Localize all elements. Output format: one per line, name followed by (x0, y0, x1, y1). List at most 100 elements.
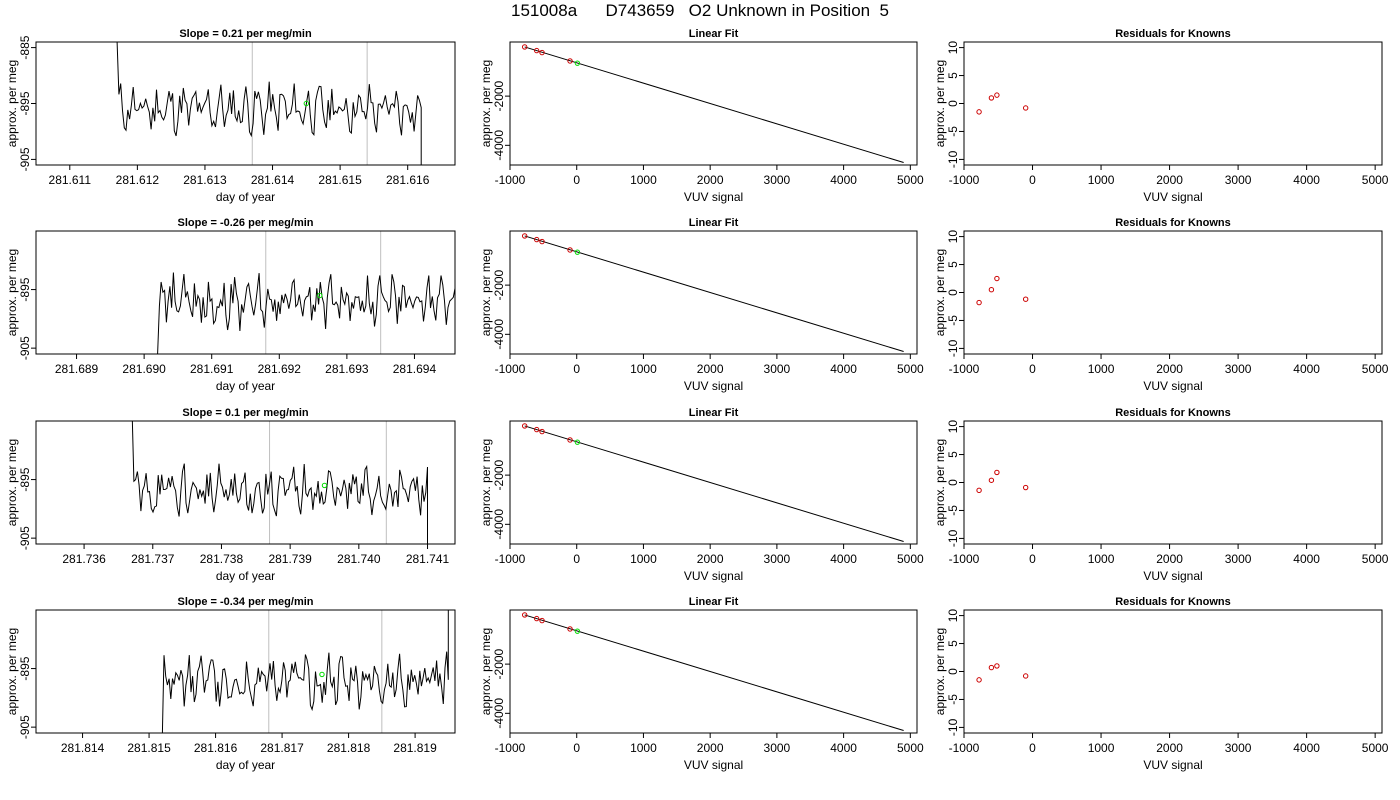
residual-point (976, 299, 982, 306)
y-tick-label: -895 (18, 656, 32, 680)
x-tick-label: 4000 (830, 552, 857, 566)
residual-point (976, 487, 982, 494)
x-tick-label: 5000 (1362, 552, 1389, 566)
x-axis-label: day of year (216, 379, 275, 393)
x-tick-label: 5000 (897, 173, 924, 187)
x-tick-label: 5000 (897, 552, 924, 566)
fit-line (524, 46, 904, 164)
plot-frame (509, 420, 918, 545)
y-tick-label: -895 (18, 277, 32, 301)
y-tick-label: -905 (18, 715, 32, 739)
known-point (521, 44, 528, 50)
y-tick-label: -4000 (492, 319, 506, 350)
residual-point (1022, 105, 1029, 111)
y-axis-label: approx. per meg (933, 628, 947, 715)
x-tick-label: 5000 (897, 741, 924, 755)
x-tick-label: 0 (573, 741, 580, 755)
signal-trace (131, 421, 428, 544)
plot-title: Linear Fit (689, 407, 739, 419)
x-tick-label: 3000 (764, 362, 791, 376)
known-point (521, 423, 528, 429)
x-axis-label: VUV signal (684, 758, 743, 772)
x-tick-label: 1000 (630, 173, 657, 187)
x-tick-label: 3000 (764, 741, 791, 755)
plot-title: Residuals for Knowns (1115, 596, 1231, 608)
plot-title: Residuals for Knowns (1115, 407, 1231, 419)
signal-trace (116, 42, 422, 165)
y-tick-label: 10 (946, 420, 960, 434)
known-point (521, 233, 528, 239)
residual-point (994, 92, 1000, 98)
y-tick-label: -2000 (492, 80, 506, 111)
plot-frame (963, 230, 1383, 355)
plot-frame (963, 609, 1383, 734)
unknown-marker (321, 482, 328, 489)
y-tick-label: -5 (946, 315, 960, 326)
known-point (533, 615, 540, 622)
plot-frame (509, 230, 918, 355)
known-point (539, 238, 545, 245)
x-axis-label: VUV signal (1143, 758, 1202, 772)
x-tick-label: -1000 (495, 173, 526, 187)
y-tick-label: 0 (946, 479, 960, 486)
x-tick-label: 281.692 (258, 362, 302, 376)
plot-title: Residuals for Knowns (1115, 28, 1231, 40)
x-tick-label: 1000 (1088, 173, 1115, 187)
y-tick-label: -895 (18, 91, 32, 115)
x-tick-label: 2000 (1156, 741, 1183, 755)
x-tick-label: 0 (573, 552, 580, 566)
plot-title: Residuals for Knowns (1115, 217, 1231, 229)
y-tick-label: 0 (946, 100, 960, 107)
residual-point (994, 275, 1000, 282)
x-tick-label: 1000 (1088, 552, 1115, 566)
x-axis-label: VUV signal (684, 569, 743, 583)
y-tick-label: -10 (946, 718, 960, 736)
plot-title: Slope = -0.34 per meg/min (177, 596, 313, 608)
x-tick-label: 3000 (1225, 173, 1252, 187)
x-tick-label: -1000 (949, 741, 980, 755)
y-axis-label: approx. per meg (479, 439, 493, 526)
known-point (539, 428, 545, 435)
panel-row3-scatter-3: Residuals for Knowns VUV signal approx. pe… (933, 407, 1389, 583)
x-tick-label: 281.616 (386, 173, 430, 187)
x-tick-label: -1000 (949, 173, 980, 187)
y-axis-label: approx. per meg (933, 249, 947, 336)
y-axis-label: approx. per meg (479, 249, 493, 336)
x-tick-label: 1000 (1088, 741, 1115, 755)
y-axis-label: approx. per meg (5, 439, 19, 526)
x-tick-label: 3000 (764, 552, 791, 566)
x-tick-label: 281.615 (318, 173, 362, 187)
y-tick-label: 0 (946, 289, 960, 296)
residual-point (1022, 673, 1029, 679)
plot-title: Linear Fit (689, 28, 739, 40)
plot-frame (963, 41, 1383, 166)
plot-title: Slope = -0.26 per meg/min (177, 217, 313, 229)
x-tick-label: 4000 (1293, 741, 1320, 755)
signal-trace (157, 231, 455, 354)
x-tick-label: 281.815 (127, 741, 171, 755)
plot-frame (35, 420, 456, 545)
known-point (567, 247, 573, 253)
y-tick-label: 10 (946, 609, 960, 623)
panel-row3-scatter-2: Linear Fit VUV signal approx. per meg -1000… (479, 407, 924, 583)
x-tick-label: -1000 (495, 362, 526, 376)
y-axis-label: approx. per meg (479, 628, 493, 715)
x-axis-label: day of year (216, 190, 275, 204)
panel-row3-line-1: Slope = 0.1 per meg/min day of year approx… (5, 407, 456, 583)
residual-point (988, 664, 995, 671)
x-tick-label: 281.689 (55, 362, 99, 376)
x-tick-label: 281.741 (406, 552, 450, 566)
fit-line (524, 425, 904, 543)
unknown-point (574, 628, 581, 634)
x-axis-label: VUV signal (684, 190, 743, 204)
known-point (567, 58, 573, 64)
y-tick-label: -4000 (492, 509, 506, 540)
unknown-marker (303, 100, 310, 107)
unknown-point (574, 60, 581, 66)
x-tick-label: 2000 (697, 741, 724, 755)
unknown-marker (317, 292, 323, 299)
x-tick-label: 3000 (764, 173, 791, 187)
x-tick-label: 5000 (1362, 741, 1389, 755)
plot-frame (509, 609, 918, 734)
